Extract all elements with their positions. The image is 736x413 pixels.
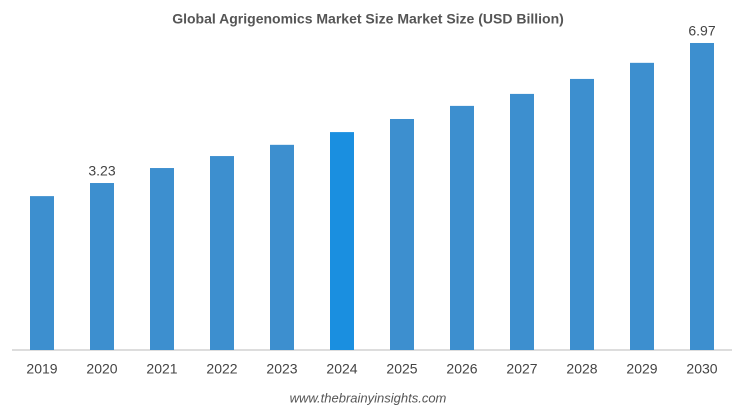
chart-title: Global Agrigenomics Market Size Market S… [172,11,564,27]
x-tick-label: 2019 [26,361,57,377]
x-tick-label: 2026 [446,361,477,377]
bar [150,168,174,350]
x-tick-label: 2023 [266,361,297,377]
value-label: 6.97 [688,23,715,39]
bar [630,62,654,351]
bar [30,196,54,350]
bar [450,105,474,350]
x-tick-label: 2028 [566,361,597,377]
x-tick-label: 2020 [86,361,117,377]
bar [690,42,714,351]
x-tick-label: 2021 [146,361,177,377]
bar [570,78,594,351]
source: www.thebrainyinsights.com [290,390,447,405]
x-tick-label: 2024 [326,361,357,377]
bar [510,93,534,350]
bar [330,132,354,350]
x-tick-label: 2030 [686,361,717,377]
bar [90,183,114,350]
bar [390,118,414,350]
x-tick-label: 2022 [206,361,237,377]
bar [210,156,234,350]
bar [270,144,294,350]
x-tick-label: 2025 [386,361,417,377]
x-tick-label: 2027 [506,361,537,377]
value-label: 3.23 [88,163,115,179]
x-tick-label: 2029 [626,361,657,377]
